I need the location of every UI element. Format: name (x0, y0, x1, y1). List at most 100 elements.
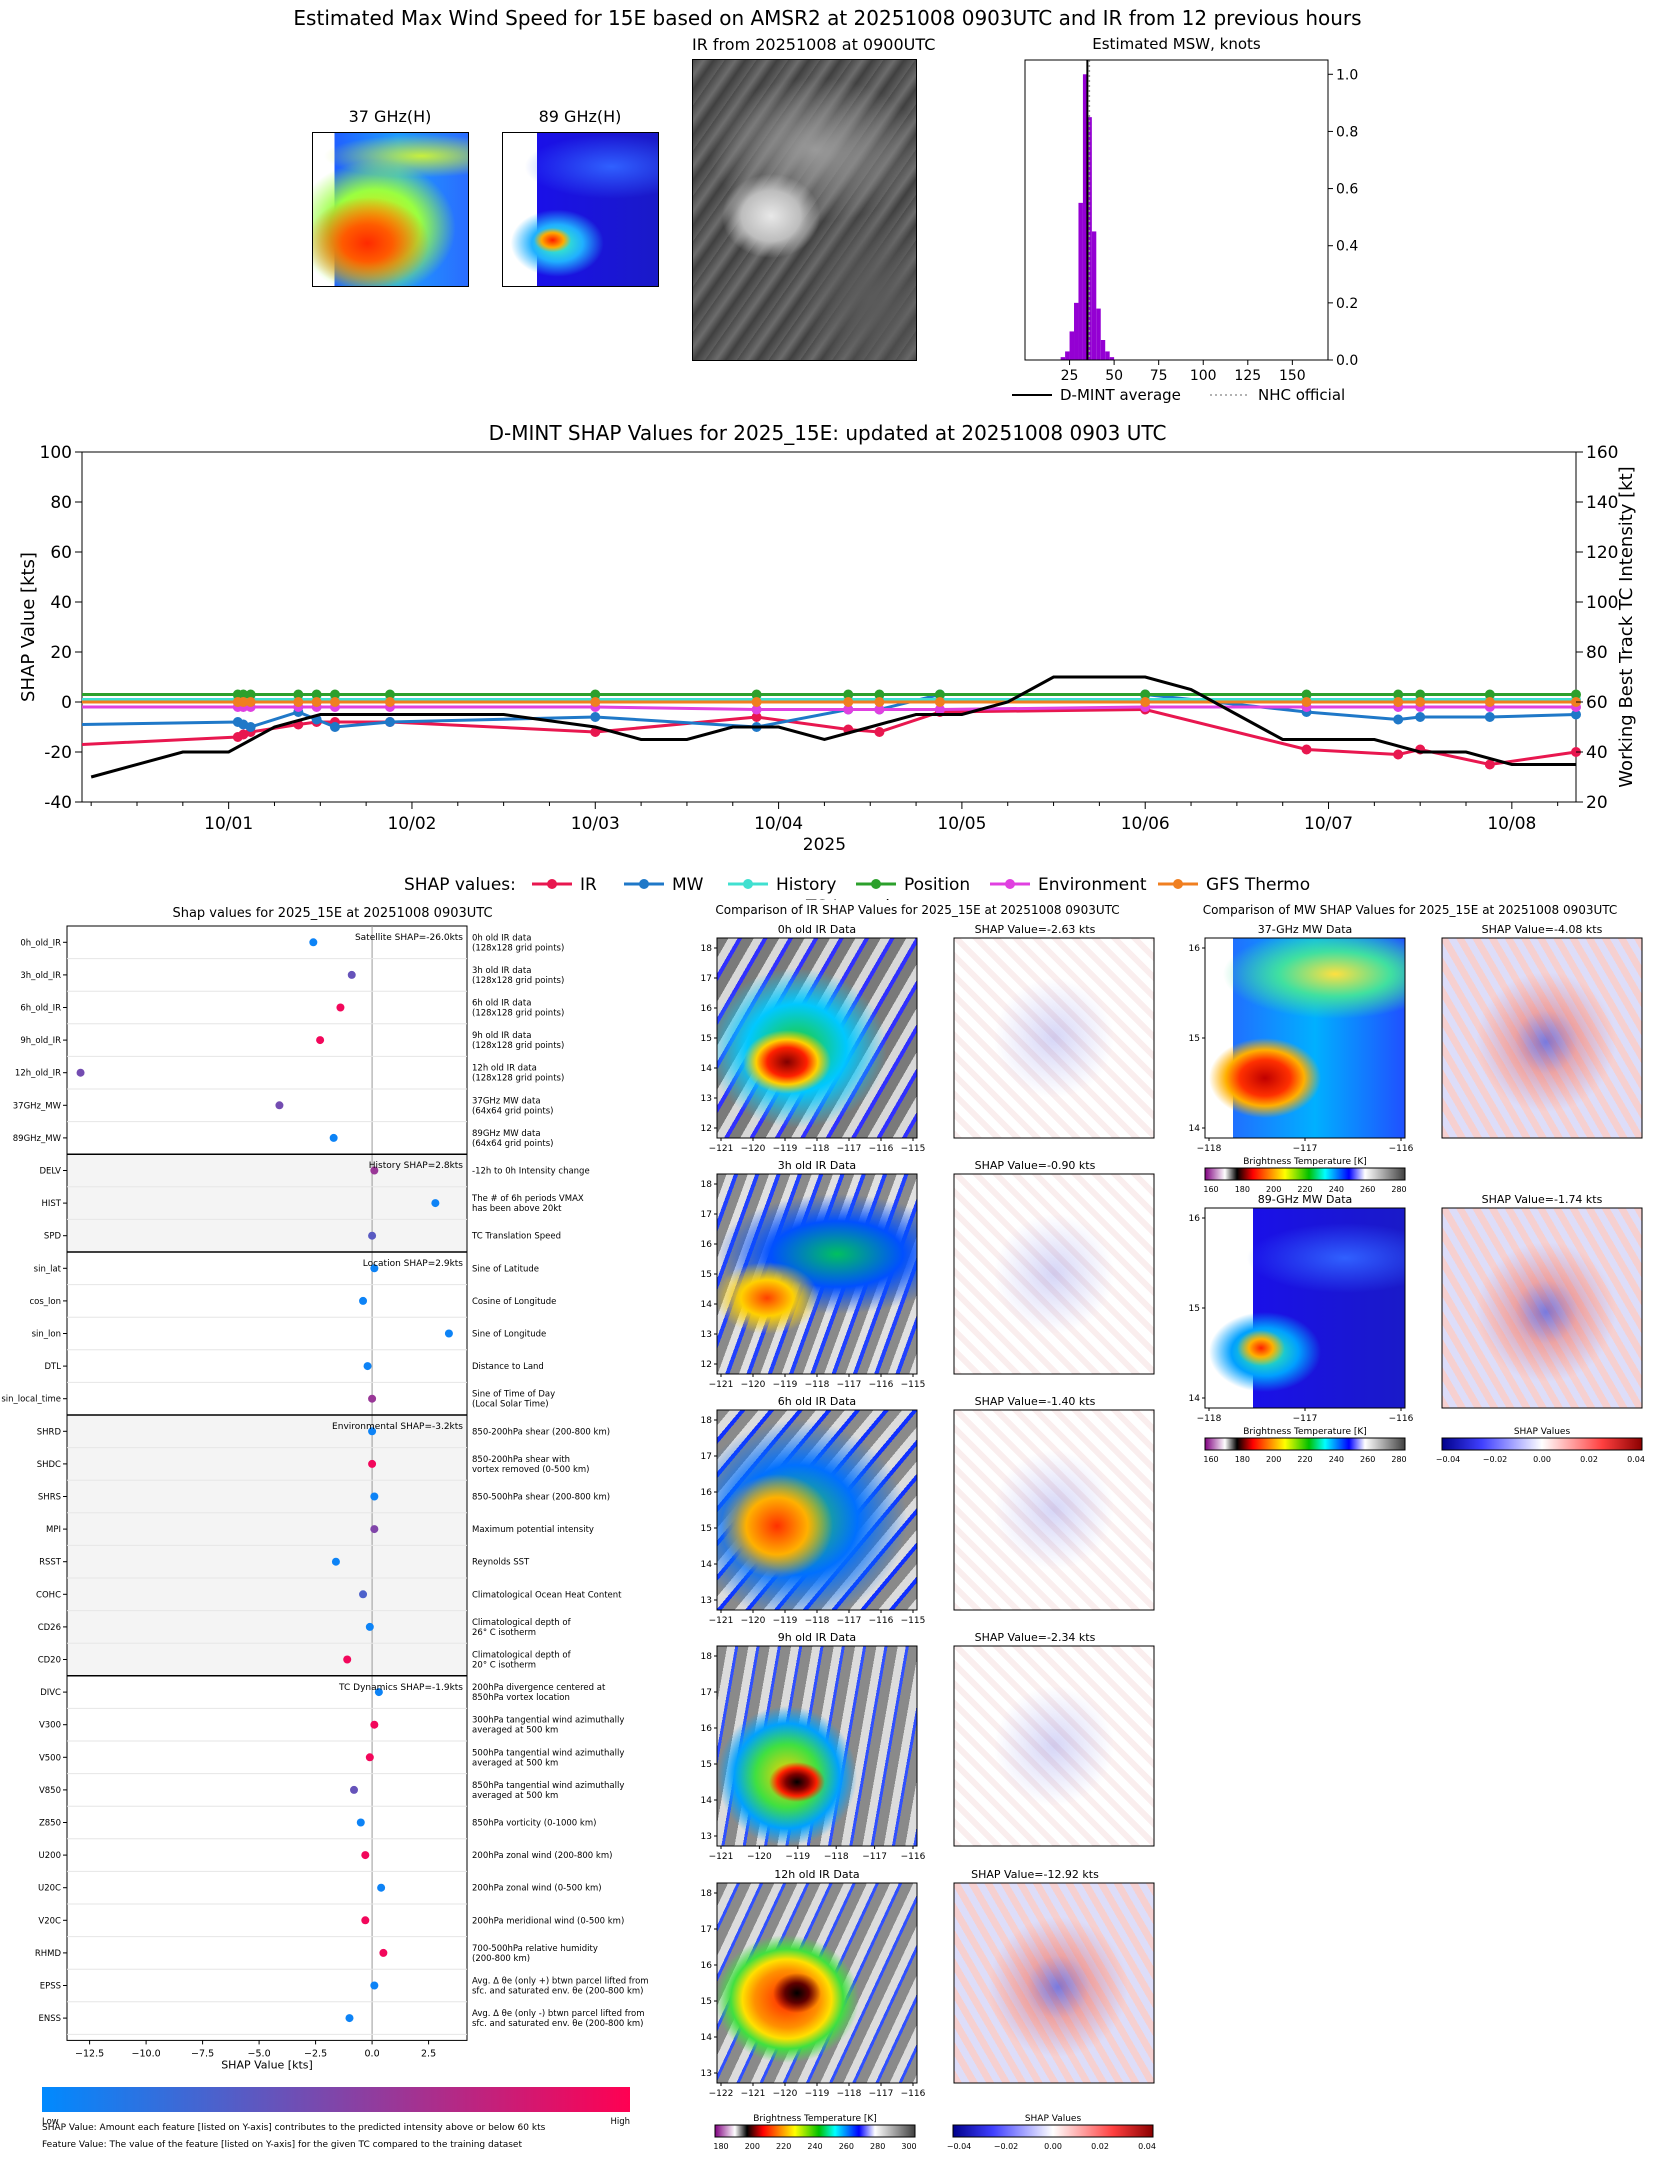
ir-data-title: 0h old IR Data (778, 923, 856, 936)
feature-name: V20C (38, 1916, 61, 1926)
feature-name: 3h_old_IR (20, 971, 61, 981)
feature-point (316, 1036, 325, 1045)
feature-desc: Climatological Ocean Heat Content (472, 1590, 622, 1600)
series-point (1140, 697, 1151, 707)
feature-value-colorbar (42, 2087, 630, 2112)
y-tick-label: 15 (701, 1997, 712, 2007)
ir-shap-panel-image (954, 1883, 1154, 2083)
series-point (874, 704, 885, 715)
colorbar-tick-label: 240 (1329, 1455, 1344, 1464)
feature-point (370, 1525, 379, 1534)
mw-shap-panel-fill (1442, 1208, 1642, 1408)
x-tick-label: 75 (1150, 368, 1168, 384)
mw-shap-panel-frame (1441, 937, 1643, 1139)
feature-desc: has been above 20kt (472, 1204, 562, 1214)
y2-tick-label: 100 (1586, 593, 1618, 613)
group-shade (67, 1154, 467, 1252)
y-tick-label: 13 (701, 1596, 712, 1606)
x-tick-label: −119 (785, 1852, 810, 1862)
series-point (874, 727, 885, 737)
series-point (1393, 714, 1404, 725)
series-point (329, 722, 340, 732)
feature-desc: 850hPa tangential wind azimuthally (472, 1781, 624, 1791)
x-tick-label: 10/05 (937, 814, 986, 834)
ir-shap-colorbar-frame (952, 2124, 1154, 2138)
x-tick-label: −116 (869, 1616, 894, 1626)
histogram-bar (1069, 331, 1075, 360)
mw-data-panel-fill (1205, 938, 1405, 1138)
y-tick-label: 14 (701, 1796, 713, 1806)
feature-shap-chart: 0h_old_IR 0h old IR data(128x128 grid poi… (1, 925, 649, 2127)
x-tick-label: −120 (741, 1380, 766, 1390)
series-point (311, 697, 322, 707)
y-tick-label: 17 (701, 1210, 712, 1220)
series-point (245, 697, 256, 707)
x-tick-label: −12.5 (75, 2048, 104, 2059)
x-tick-label: −121 (709, 1380, 734, 1390)
mw-shap-title: SHAP Value=-4.08 kts (1482, 923, 1603, 936)
y-tick-label: 18 (701, 1652, 713, 1662)
feature-name: sin_lon (32, 1330, 61, 1340)
mw-data-panel-image (1205, 1208, 1405, 1408)
mw-bt-colorbar-frame (1204, 1437, 1406, 1451)
mw-data-panel-fill (1205, 1208, 1405, 1408)
feature-desc: The # of 6h periods VMAX (471, 1194, 584, 1204)
histogram-bar (1078, 202, 1083, 360)
y-tick-label: 17 (701, 1452, 712, 1462)
feature-desc: TC Translation Speed (471, 1232, 561, 1242)
y2-tick-label: 20 (1586, 793, 1608, 813)
series-point (1415, 697, 1426, 707)
feature-desc: 0h old IR data (472, 933, 531, 943)
ir-data-title: 9h old IR Data (778, 1631, 856, 1644)
y-tick-label: 14 (1189, 1394, 1201, 1404)
x-tick-label: 2.5 (421, 2048, 436, 2059)
feature-desc: 37GHz MW data (472, 1096, 541, 1106)
x-tick-label: −119 (773, 1380, 798, 1390)
x-tick-label: −121 (709, 1616, 734, 1626)
x-tick-label: 10/01 (204, 814, 253, 834)
ir-data-panel-image (717, 1174, 917, 1374)
colorbar-tick-label: 0.00 (1533, 1455, 1551, 1464)
ir-bt-colorbar-fill (715, 2125, 915, 2137)
feature-desc: (128x128 grid points) (472, 1041, 564, 1051)
feature-desc: 500hPa tangential wind azimuthally (472, 1748, 624, 1758)
feature-name: 89GHz_MW (13, 1134, 62, 1144)
ir-data-title: 6h old IR Data (778, 1395, 856, 1408)
feature-name: DTL (45, 1362, 62, 1372)
note-feature-value: Feature Value: The value of the feature … (42, 2140, 523, 2150)
feature-desc: 12h old IR data (472, 1064, 537, 1074)
feature-desc: 200hPa zonal wind (0-500 km) (472, 1884, 602, 1894)
feature-desc: (128x128 grid points) (472, 1074, 564, 1084)
x-tick-label: −117 (837, 1144, 862, 1154)
feature-name: EPSS (40, 1982, 61, 1992)
y-tick-label: 16 (701, 1488, 713, 1498)
x-tick-label: −10.0 (132, 2048, 161, 2059)
feature-name: COHC (36, 1590, 61, 1600)
series-point (751, 689, 762, 700)
colorbar-tick-label: −0.04 (947, 2142, 972, 2151)
feature-name: RSST (39, 1558, 62, 1568)
feature-name: 9h_old_IR (20, 1036, 61, 1046)
feature-name: SHRS (38, 1493, 61, 1503)
feature-desc: Climatological depth of (472, 1651, 572, 1661)
series-point (1393, 749, 1404, 760)
feature-name: SHDC (37, 1460, 61, 1470)
feature-desc: 200hPa divergence centered at (472, 1683, 606, 1693)
ghz37-image (312, 132, 469, 287)
mw-bt-colorbar (1205, 1168, 1405, 1180)
legend-label: GFS Thermo (1206, 875, 1310, 895)
histogram-bar (1074, 302, 1079, 360)
y-tick-label: 16 (701, 1724, 713, 1734)
x-tick-label: −117 (1293, 1144, 1318, 1154)
series-point (1301, 689, 1312, 700)
feature-name: CD20 (38, 1656, 61, 1666)
x-tick-label: 10/06 (1121, 814, 1170, 834)
series-point (590, 689, 601, 700)
group-label: TC Dynamics SHAP=-1.9kts (338, 1683, 463, 1693)
y-tick-label: 0.2 (1336, 296, 1358, 312)
mw-bt-colorbar-label: Brightness Temperature [K] (1243, 1427, 1367, 1437)
series-point (1484, 759, 1495, 770)
colorbar-tick-label: 240 (807, 2142, 822, 2151)
y-tick-label: 17 (701, 1925, 712, 1935)
x-tick-label: 25 (1061, 368, 1079, 384)
